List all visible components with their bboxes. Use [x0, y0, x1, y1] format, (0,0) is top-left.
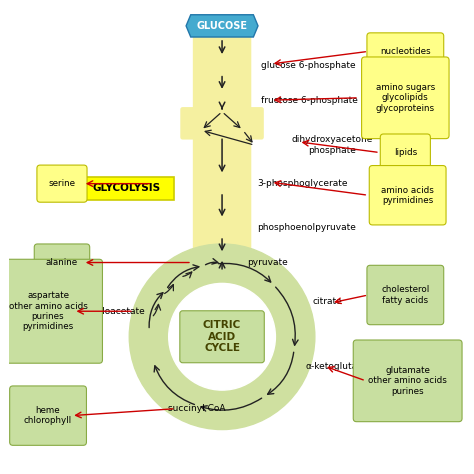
Text: alanine: alanine: [46, 258, 78, 267]
Text: citrate: citrate: [312, 298, 342, 307]
Text: serine: serine: [48, 179, 75, 188]
Circle shape: [169, 283, 275, 390]
FancyBboxPatch shape: [34, 244, 90, 281]
Polygon shape: [186, 15, 258, 37]
Text: glucose 6-phosphate: glucose 6-phosphate: [262, 61, 356, 70]
Text: heme
chlorophyll: heme chlorophyll: [24, 406, 72, 425]
Text: CITRIC
ACID
CYCLE: CITRIC ACID CYCLE: [203, 320, 241, 353]
FancyBboxPatch shape: [180, 107, 264, 139]
FancyBboxPatch shape: [369, 165, 446, 225]
Text: pyruvate: pyruvate: [247, 258, 288, 267]
FancyBboxPatch shape: [367, 265, 444, 325]
Text: lipids: lipids: [394, 148, 417, 157]
Text: oxaloacetate: oxaloacetate: [87, 307, 146, 316]
FancyBboxPatch shape: [9, 386, 86, 446]
Text: glutamate
other amino acids
purines: glutamate other amino acids purines: [368, 366, 447, 396]
Text: 3-phosphoglycerate: 3-phosphoglycerate: [257, 179, 347, 188]
Text: amino acids
pyrimidines: amino acids pyrimidines: [381, 185, 434, 205]
FancyBboxPatch shape: [80, 177, 174, 200]
FancyBboxPatch shape: [362, 57, 449, 138]
Circle shape: [129, 244, 315, 429]
Text: GLYCOLYSIS: GLYCOLYSIS: [93, 183, 161, 193]
FancyBboxPatch shape: [367, 33, 444, 70]
Text: dihydroxyacetone
phosphate: dihydroxyacetone phosphate: [292, 136, 373, 155]
FancyBboxPatch shape: [193, 28, 251, 270]
Text: amino sugars
glycolipids
glycoproteins: amino sugars glycolipids glycoproteins: [376, 83, 435, 113]
Text: cholesterol
fatty acids: cholesterol fatty acids: [381, 285, 429, 305]
Text: aspartate
other amino acids
purines
pyrimidines: aspartate other amino acids purines pyri…: [9, 291, 88, 331]
FancyBboxPatch shape: [353, 340, 462, 422]
FancyBboxPatch shape: [180, 311, 264, 363]
Text: nucleotides: nucleotides: [380, 47, 431, 56]
FancyBboxPatch shape: [0, 259, 102, 363]
FancyBboxPatch shape: [37, 165, 87, 202]
Text: phosphoenolpyruvate: phosphoenolpyruvate: [257, 223, 356, 232]
Text: fructose 6-phosphate: fructose 6-phosphate: [262, 96, 358, 105]
FancyBboxPatch shape: [380, 134, 430, 171]
Text: α-ketoglutarate: α-ketoglutarate: [306, 363, 376, 372]
Text: succinyl CoA: succinyl CoA: [168, 404, 225, 413]
Text: GLUCOSE: GLUCOSE: [197, 21, 247, 31]
